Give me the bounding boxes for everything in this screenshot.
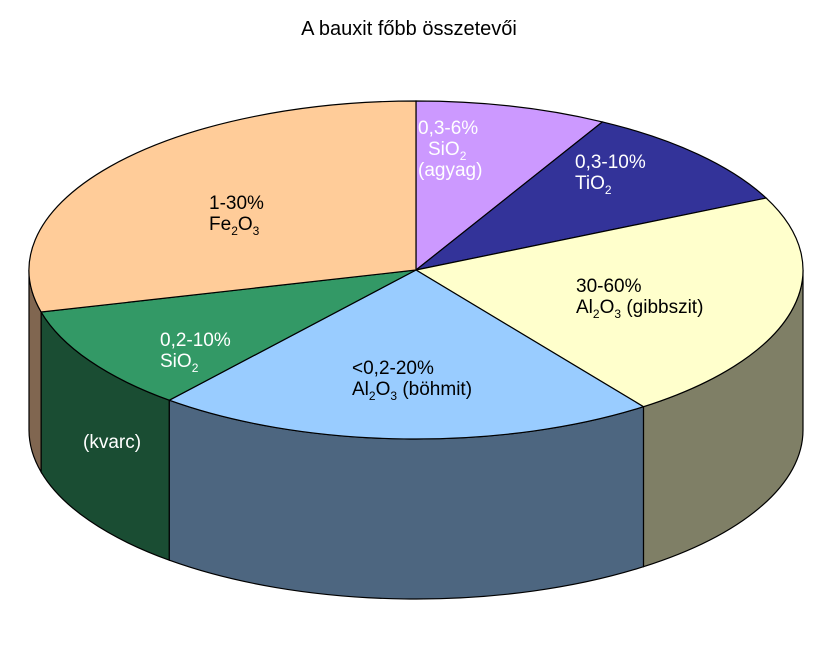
label-sio2-kvarc-formula: SiO [160,351,192,372]
label-kvarc-side: (kvarc) [83,432,142,453]
label-tio2: 0,3-10% TiO2 [575,152,646,197]
label-sio2-agyag-formula: SiO [428,139,460,160]
label-al2o3-gibbszit-percent: 30-60% [576,276,642,297]
label-al2o3-bohmit: <0,2-20% Al2O3 (böhmit) [352,358,473,403]
label-sio2-agyag: 0,3-6% SiO2 (agyag) [418,118,483,181]
label-al2o3-bohmit-percent: <0,2-20% [352,358,434,379]
label-fe2o3-percent: 1-30% [209,193,264,214]
label-fe2o3: 1-30% Fe2O3 [209,193,264,238]
label-sio2-kvarc: 0,2-10% SiO2 [160,330,231,375]
chart-title: A bauxit főbb összetevői [301,18,517,40]
label-sio2-agyag-name: (agyag) [418,160,483,181]
label-al2o3-gibbszit: 30-60% Al2O3 (gibbszit) [576,276,704,321]
label-al2o3-gibbszit-name: (gibbszit) [621,297,704,318]
label-tio2-formula: TiO [575,173,605,194]
label-al2o3-bohmit-name: (böhmit) [397,379,473,400]
slice-sio2_agyag [415,100,604,272]
label-sio2-kvarc-percent: 0,2-10% [160,330,231,351]
slice-tio2 [415,121,768,271]
slice-al2o3_bohmit [167,269,645,440]
slice-al2o3_gibbszit [414,197,804,408]
label-sio2-agyag-percent: 0,3-6% [418,118,479,139]
slice-sio2_kvarc [40,269,417,401]
label-tio2-percent: 0,3-10% [575,152,646,173]
slice-fe2o3 [28,100,417,313]
